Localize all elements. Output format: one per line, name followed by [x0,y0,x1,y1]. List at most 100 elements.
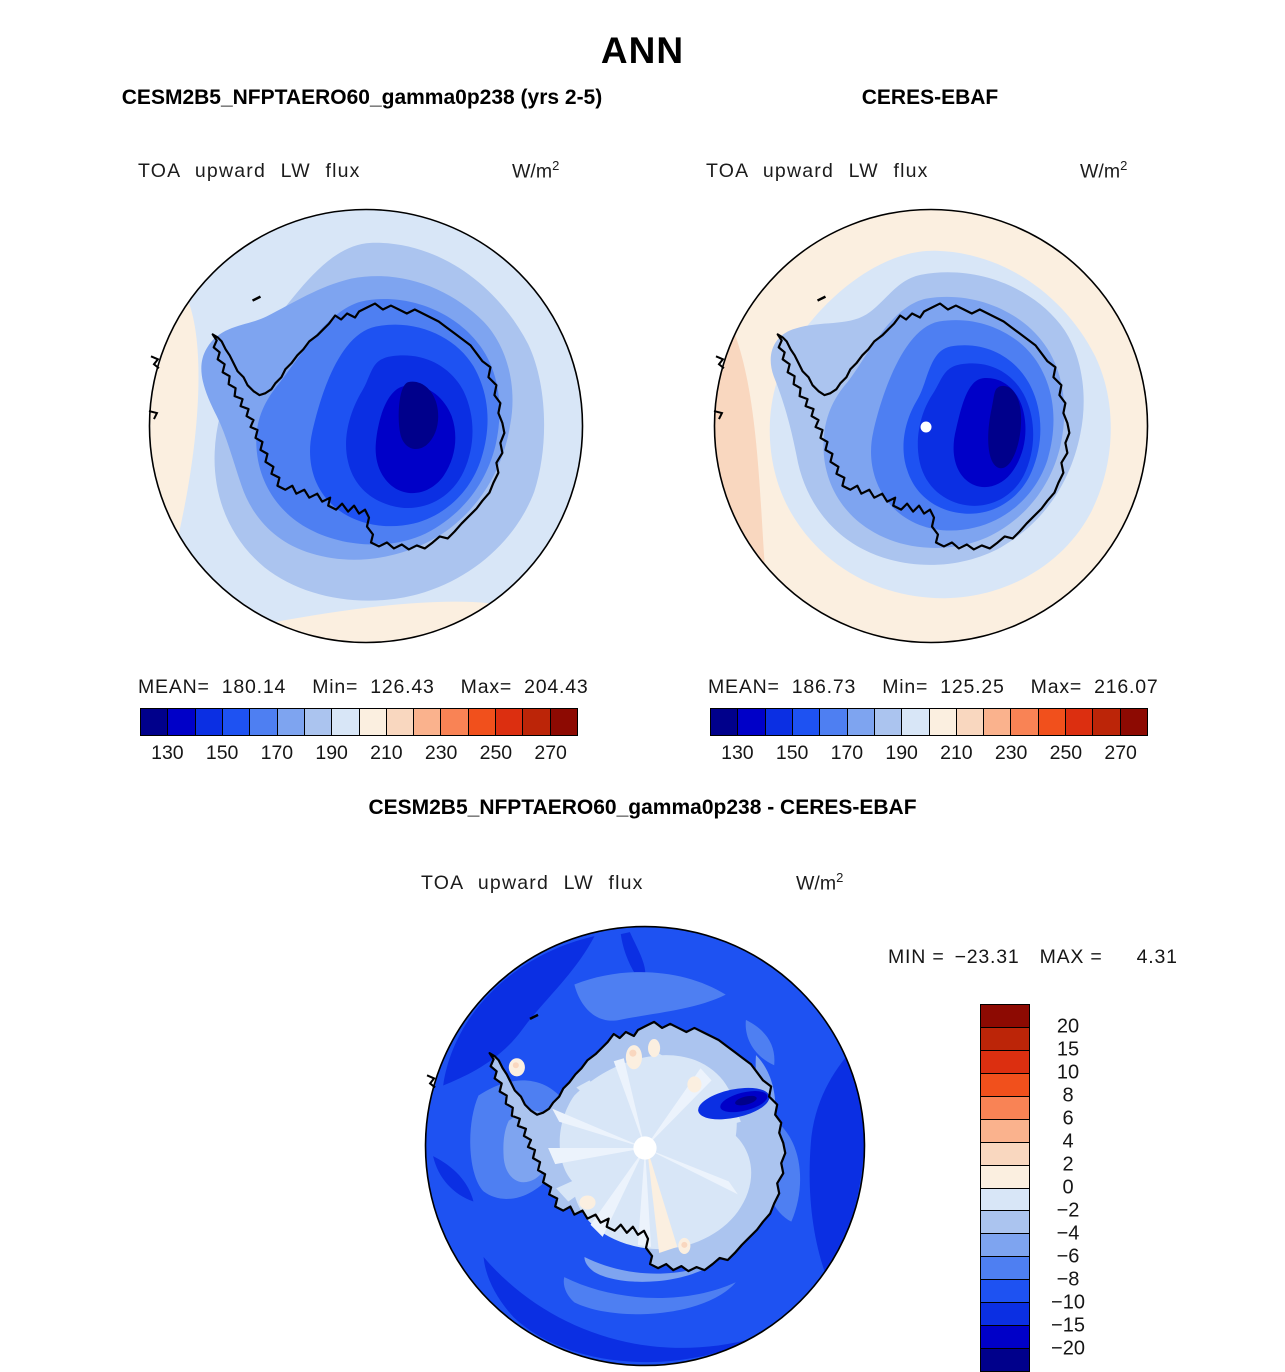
model-units-label: W/m2 [512,158,559,184]
colorbar-cell [983,709,1011,735]
colorbar-cell [711,709,738,735]
diff-map [424,925,866,1367]
tick-label: 10 [1056,1061,1080,1084]
diff-field-label: TOA upward LW flux [421,872,644,894]
colorbar-cell [413,709,441,735]
max-value: 4.31 [1136,946,1178,968]
figure-title: ANN [600,30,685,71]
colorbar-cell [791,709,820,735]
colorbar-cell [764,709,792,735]
colorbar-cell [303,709,332,735]
min-label: Min= [882,676,929,698]
tick-label: 270 [534,742,567,764]
negative-anomaly-min [735,1095,757,1106]
tick-label: 270 [1104,742,1137,764]
colorbar-cell [1010,709,1038,735]
model-units-exponent: 2 [552,158,560,173]
min-value: −23.31 [954,946,1020,968]
colorbar-cell [331,709,359,735]
tick-label: 130 [721,742,754,764]
colorbar-cell [194,709,222,735]
colorbar-cell [167,709,195,735]
tick-label: 0 [1062,1176,1074,1199]
tick-label: 20 [1056,1015,1080,1038]
model-field-label: TOA upward LW flux [138,160,361,182]
model-map-border [148,208,584,644]
obs-colorbar-ticks: 130 150 170 190 210 230 250 270 [710,742,1148,766]
tick-label: −4 [1056,1222,1080,1245]
colorbar-cell [249,709,277,735]
tick-label: −20 [1051,1337,1085,1360]
tick-label: 190 [315,742,348,764]
island-mark [816,295,827,302]
tick-label: 210 [370,742,403,764]
colorbar-cell [522,709,550,735]
mean-value: 186.73 [791,676,857,698]
colorbar-cell [981,1348,1029,1371]
diff-stats: MIN = −23.31 MAX = 4.31 [888,946,1178,969]
diff-subtitle: CESM2B5_NFPTAERO60_gamma0p238 - CERES-EB… [368,796,917,819]
colorbar-cell [276,709,304,735]
colorbar-cell [955,709,984,735]
coast-fragment [713,355,725,420]
colorbar-cell [1092,709,1120,735]
colorbar-cell [141,709,168,735]
obs-map-border [713,208,1149,644]
coast-fragment [426,1074,436,1089]
min-label: Min= [312,676,359,698]
colorbar-cell [737,709,765,735]
tick-label: 190 [885,742,918,764]
mean-value: 180.14 [221,676,287,698]
colorbar-cell [981,1210,1029,1234]
mean-label: MEAN= [708,676,780,698]
colorbar-cell [358,709,386,735]
colorbar-cell [981,1279,1029,1303]
tick-label: 250 [479,742,513,764]
colorbar-cell [549,709,577,735]
diff-map-border [424,925,866,1367]
colorbar-cell [928,709,956,735]
tick-label: 230 [994,742,1028,764]
diff-units-exponent: 2 [836,870,844,885]
colorbar-cell [385,709,414,735]
colorbar-cell [981,1118,1029,1142]
tick-label: −8 [1056,1268,1080,1291]
obs-colorbar [710,708,1148,736]
pole-no-data-dot [920,421,932,433]
colorbar-cell [981,1072,1029,1096]
radial-streaks [548,1051,741,1253]
pole-hole [633,1136,657,1160]
colorbar-cell [440,709,468,735]
diff-colorbar [980,1004,1030,1372]
colorbar-cell [981,1026,1029,1050]
model-subtitle: CESM2B5_NFPTAERO60_gamma0p238 (yrs 2-5) [121,86,603,109]
model-stats: MEAN= 180.14 Min= 126.43 Max= 204.43 [138,676,589,699]
colorbar-cell [819,709,847,735]
colorbar-cell [1065,709,1093,735]
max-label: Max= [460,676,513,698]
tick-label: −15 [1051,1314,1085,1337]
tick-label: −6 [1056,1245,1080,1268]
model-map [148,208,584,644]
colorbar-cell [981,1233,1029,1257]
tick-label: 4 [1062,1130,1074,1153]
colorbar-cell [981,1049,1029,1073]
colorbar-cell [467,709,496,735]
colorbar-cell [1037,709,1066,735]
colorbar-cell [981,1005,1029,1027]
colorbar-cell [981,1256,1029,1280]
tick-label: −10 [1051,1291,1085,1314]
min-value: 125.25 [940,676,1005,698]
tick-label: 210 [940,742,973,764]
island-mark [251,295,262,302]
model-colorbar [140,708,578,736]
colorbar-cell [981,1141,1029,1165]
colorbar-cell [873,709,902,735]
colorbar-cell [981,1302,1029,1326]
tick-label: 150 [205,742,239,764]
obs-field-label: TOA upward LW flux [706,160,929,182]
colorbar-cell [981,1164,1029,1188]
obs-units-label: W/m2 [1080,158,1127,184]
tick-label: 6 [1062,1107,1074,1130]
